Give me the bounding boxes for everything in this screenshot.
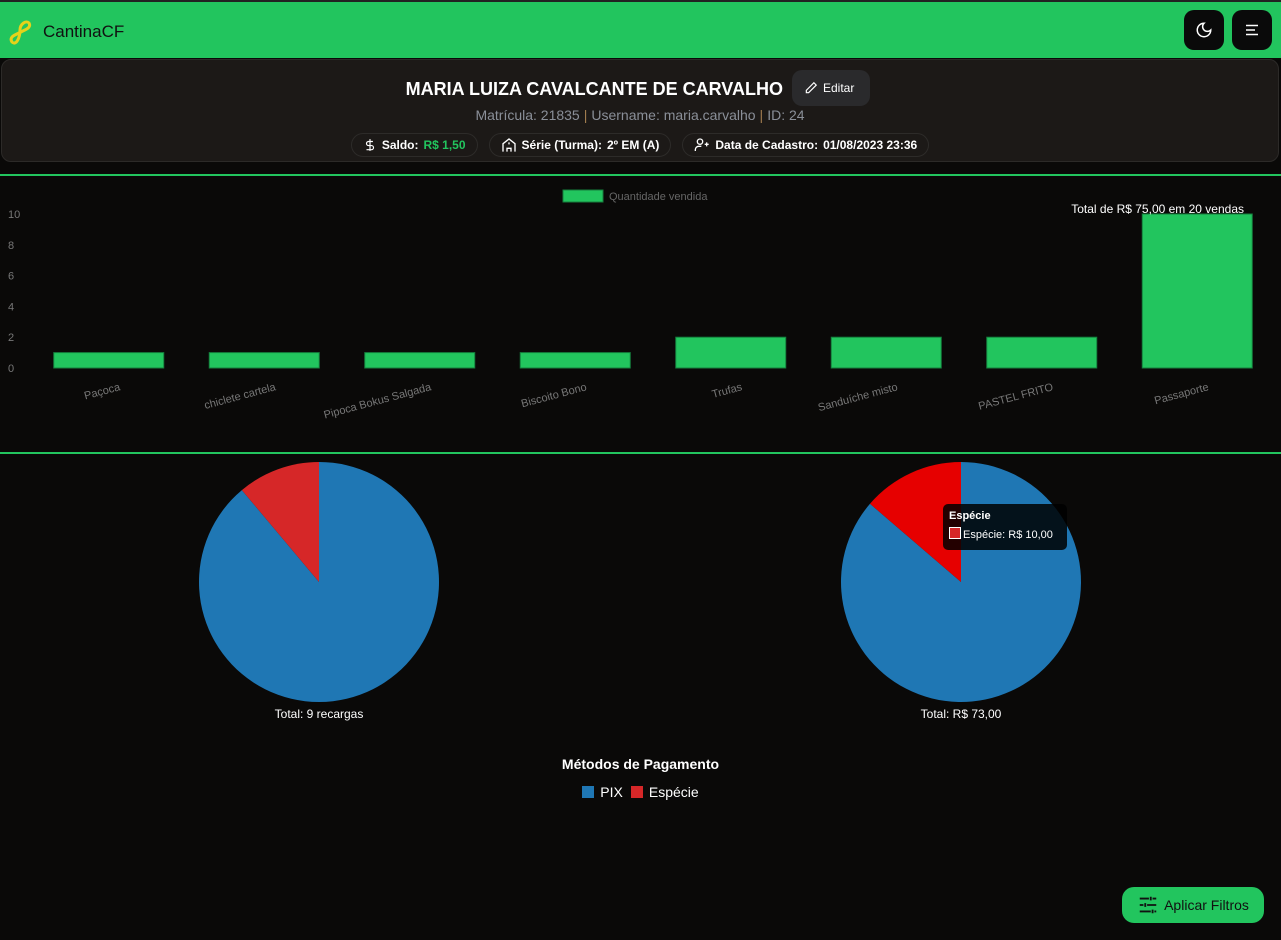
username: Username: maria.carvalho <box>591 107 756 123</box>
bar-chart-section: Quantidade vendida 0 2 4 6 8 10 Paçoca chiclete … <box>0 174 1281 454</box>
tooltip-title: Espécie <box>949 510 991 522</box>
pie-total-label: Total: R$ 73,00 <box>921 707 1002 721</box>
bar-chart: Quantidade vendida 0 2 4 6 8 10 Paçoca chiclete … <box>8 189 1253 422</box>
top-bar: CantinaCF <box>0 0 1281 58</box>
x-tick-label: PASTEL FRITO <box>977 381 1055 413</box>
y-tick-label: 0 <box>8 363 14 375</box>
menu-icon <box>1246 24 1258 36</box>
y-tick-label: 6 <box>8 271 14 283</box>
bar[interactable] <box>675 336 787 369</box>
bar[interactable] <box>830 336 942 369</box>
apply-filters-button[interactable]: Aplicar Filtros <box>1122 887 1264 923</box>
pencil-icon <box>805 81 818 94</box>
edit-label: Editar <box>822 81 855 95</box>
y-tick-label: 8 <box>8 240 14 252</box>
payment-legend: PIX Espécie <box>0 784 1281 800</box>
serie-chip: Série (Turma): 2º EM (A) <box>488 133 672 157</box>
legend-swatch <box>562 189 604 203</box>
x-tick-label: Paçoca <box>83 381 122 402</box>
payment-title: Métodos de Pagamento <box>561 756 720 772</box>
bar[interactable] <box>53 352 165 369</box>
tooltip-body: Espécie: R$ 10,00 <box>963 529 1053 541</box>
bar[interactable] <box>364 352 476 369</box>
x-tick-label: Sanduíche misto <box>817 381 899 414</box>
logo-icon <box>9 20 32 45</box>
pie-charts: Total: 9 recargas Total: R$ 73,00 <box>199 462 1081 721</box>
saldo-value: R$ 1,50 <box>423 138 466 152</box>
y-tick-label: 2 <box>8 332 14 344</box>
menu-button[interactable] <box>1232 10 1272 50</box>
edit-button[interactable]: Editar <box>791 70 871 106</box>
dollar-icon <box>365 139 374 151</box>
x-tick-label: chiclete cartela <box>203 381 278 412</box>
sliders-icon <box>1139 896 1157 914</box>
student-name: MARIA LUIZA CAVALCANTE DE CARVALHO <box>405 78 783 99</box>
user-plus-icon <box>695 138 710 151</box>
x-tick-label: Trufas <box>711 381 744 401</box>
legend-label[interactable]: Quantidade vendida <box>609 191 708 203</box>
pie-total-label: Total: 9 recargas <box>275 707 364 721</box>
serie-label: Série (Turma): <box>521 138 602 152</box>
matricula: Matrícula: 21835 <box>475 107 580 123</box>
x-tick-label: Passaporte <box>1153 381 1210 407</box>
y-tick-label: 10 <box>8 209 20 221</box>
bar[interactable] <box>208 352 320 369</box>
serie-value: 2º EM (A) <box>606 138 660 152</box>
cadastro-chip: Data de Cadastro: 01/08/2023 23:36 <box>682 133 930 157</box>
cadastro-label: Data de Cadastro: <box>715 138 819 152</box>
profile-card: MARIA LUIZA CAVALCANTE DE CARVALHO Edita… <box>1 59 1279 162</box>
pie-slice-espécie[interactable] <box>241 462 319 582</box>
app-title[interactable]: CantinaCF <box>43 22 125 41</box>
saldo-chip: Saldo: R$ 1,50 <box>350 133 478 157</box>
y-tick-label: 4 <box>8 301 14 313</box>
pie-slice-espécie[interactable] <box>870 462 961 582</box>
bar[interactable] <box>986 336 1098 369</box>
bar[interactable] <box>519 352 631 369</box>
sales-total-annotation: Total de R$ 75,00 em 20 vendas <box>1071 202 1244 216</box>
school-icon <box>501 138 516 152</box>
bar[interactable] <box>1141 213 1253 369</box>
x-tick-label: Pipoca Bokus Salgada <box>323 381 434 421</box>
theme-toggle-button[interactable] <box>1184 10 1224 50</box>
legend-especie[interactable]: Espécie <box>630 784 699 800</box>
legend-pix[interactable]: PIX <box>582 784 623 800</box>
apply-filters-label: Aplicar Filtros <box>1164 897 1249 913</box>
user-id: ID: 24 <box>767 107 805 123</box>
cadastro-value: 01/08/2023 23:36 <box>823 138 918 152</box>
saldo-label: Saldo: <box>381 138 419 152</box>
x-tick-label: Biscoito Bono <box>520 381 588 410</box>
pie-tooltip: Espécie Espécie: R$ 10,00 <box>943 504 1067 550</box>
moon-icon <box>1196 22 1212 38</box>
